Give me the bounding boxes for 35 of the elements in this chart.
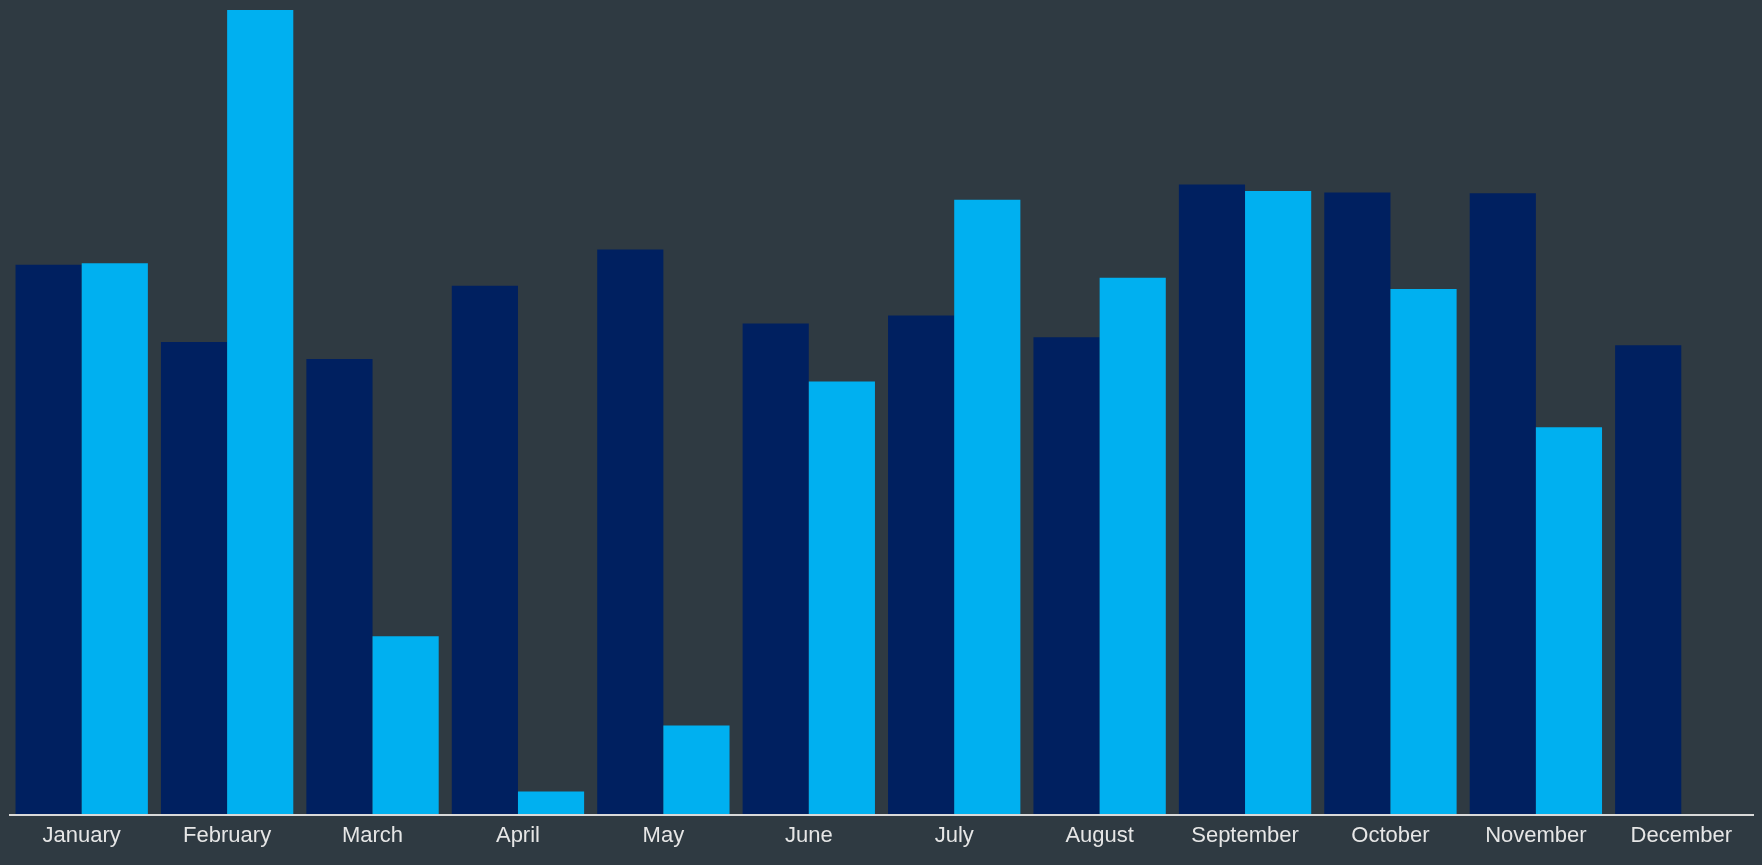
bar [451, 285, 518, 814]
x-tick-label: December [1630, 822, 1733, 848]
bar [1099, 277, 1166, 814]
bar [888, 315, 955, 814]
bar [517, 791, 585, 814]
bar [954, 199, 1021, 814]
x-tick-label: May [642, 822, 685, 848]
bar [663, 725, 730, 814]
bar [808, 381, 875, 814]
x-tick-label: July [934, 822, 974, 848]
bar [160, 342, 228, 814]
x-tick-label: January [42, 822, 121, 848]
bar [372, 636, 439, 814]
bar [15, 264, 82, 814]
x-tick-label: March [341, 822, 404, 848]
bar [306, 358, 373, 814]
bar [1245, 190, 1312, 814]
bar [1469, 193, 1536, 814]
x-tick-label: February [183, 822, 272, 848]
bar [1615, 345, 1682, 814]
bar [742, 323, 809, 814]
bar [227, 10, 294, 814]
x-tick-label: September [1191, 822, 1299, 848]
bar [1390, 288, 1457, 814]
x-tick-label: April [495, 822, 540, 848]
x-tick-label: November [1485, 822, 1587, 848]
bar [1535, 427, 1603, 814]
bar [81, 263, 148, 814]
bar [1178, 184, 1246, 814]
x-tick-label: June [784, 822, 833, 848]
bar [1033, 337, 1100, 814]
bar [597, 249, 664, 814]
x-tick-label: August [1065, 822, 1134, 848]
x-tick-label: October [1351, 822, 1430, 848]
bar [1324, 192, 1391, 814]
